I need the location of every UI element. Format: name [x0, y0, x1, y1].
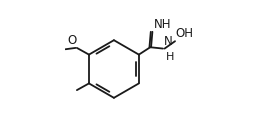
Text: O: O: [67, 34, 76, 47]
Text: N: N: [163, 35, 172, 48]
Text: OH: OH: [176, 27, 194, 40]
Text: NH: NH: [154, 18, 172, 31]
Text: H: H: [165, 52, 174, 62]
